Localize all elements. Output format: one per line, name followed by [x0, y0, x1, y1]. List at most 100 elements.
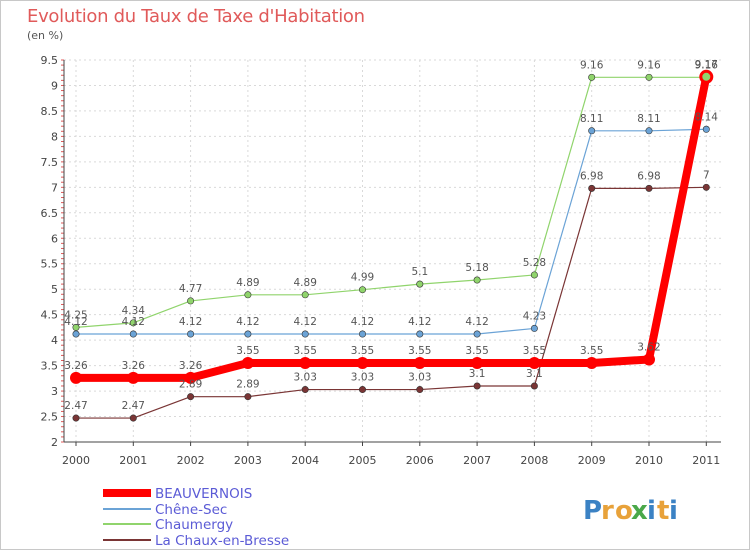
data-point	[645, 184, 653, 192]
y-tick-label: 9.5	[41, 54, 59, 67]
data-label: 3.03	[408, 372, 431, 384]
chart-title: Evolution du Taux de Taxe d'Habitation	[27, 6, 365, 27]
data-label: 3.26	[179, 360, 203, 372]
data-label: 4.77	[179, 283, 202, 295]
legend-label: La Chaux-en-Bresse	[155, 533, 289, 549]
y-tick-label: 7.5	[41, 156, 59, 169]
y-tick-label: 2	[51, 436, 58, 449]
y-tick-label: 8	[51, 130, 58, 143]
data-point	[241, 357, 254, 370]
data-point	[72, 323, 80, 331]
data-point	[358, 386, 366, 394]
data-point	[187, 330, 195, 338]
data-point	[471, 357, 484, 370]
data-point	[416, 386, 424, 394]
y-tick-label: 7	[51, 181, 58, 194]
data-label: 2.47	[122, 400, 145, 412]
y-tick-label: 8.5	[41, 105, 59, 118]
axes: 2 2.5 3 3.5 4 4.5 5 5.5 6 6.5 7 7.5 8 8.5 9 9.5 2000 2001…	[41, 54, 721, 467]
data-point	[244, 291, 252, 299]
data-label: 3.26	[64, 360, 88, 372]
data-point	[70, 371, 82, 384]
data-label: 4.12	[236, 316, 259, 328]
logo-letter: P	[583, 496, 602, 526]
data-point	[530, 324, 538, 332]
data-point	[244, 330, 252, 338]
data-point	[356, 357, 369, 370]
data-label: 8.11	[580, 113, 603, 125]
y-tick-label: 5	[51, 283, 58, 296]
data-label: 3.03	[294, 372, 317, 384]
data-label: 8.14	[695, 111, 719, 123]
x-tick-label: 2001	[119, 454, 147, 467]
logo-letter: o	[615, 496, 633, 526]
data-point-highlight	[699, 69, 714, 84]
x-tick-label: 2000	[62, 454, 90, 467]
data-label: 9.16	[580, 59, 604, 71]
proxiti-logo: Pr ox i t i	[583, 496, 678, 526]
data-point	[585, 357, 598, 370]
data-label: 9.16	[695, 59, 719, 71]
data-label: 5.28	[523, 257, 546, 269]
data-point	[184, 371, 197, 384]
data-label: 2.89	[236, 379, 259, 391]
data-label: 3.55	[408, 345, 431, 357]
data-label: 5.18	[465, 262, 488, 274]
data-label: 3.55	[351, 345, 374, 357]
y-tick-label: 9	[51, 79, 58, 92]
y-tick-label: 4	[51, 334, 58, 347]
data-point	[645, 73, 653, 81]
data-point	[588, 127, 596, 135]
chart-unit-label: (en %)	[27, 29, 64, 42]
y-tick-label: 4.5	[41, 309, 59, 322]
data-label: 4.23	[523, 310, 546, 322]
data-label: 4.12	[408, 316, 431, 328]
data-label: 4.12	[64, 316, 87, 328]
data-point	[301, 386, 309, 394]
x-tick-label: 2002	[177, 454, 205, 467]
data-labels: 3.26 3.26 3.26 3.55 3.55 3.55 3.55 3.55 3.55 3.55…	[64, 59, 718, 412]
data-point	[129, 330, 137, 338]
data-point	[413, 357, 426, 370]
x-tick-label: 2009	[578, 454, 606, 467]
data-label: 4.12	[122, 316, 145, 328]
data-label: 6.98	[637, 170, 660, 182]
data-point	[588, 73, 596, 81]
data-label: 3.1	[526, 368, 543, 380]
plot-area	[64, 60, 721, 442]
data-label: 4.99	[351, 272, 374, 284]
y-tick-label: 2.5	[41, 411, 59, 424]
data-label: 3.26	[122, 360, 146, 372]
data-point	[301, 330, 309, 338]
data-label: 2.47	[64, 400, 87, 412]
x-tick-label: 2005	[349, 454, 377, 467]
data-point	[129, 319, 137, 327]
data-label: 4.25	[64, 309, 87, 321]
x-tick-label: 2003	[234, 454, 262, 467]
data-label: 4.12	[351, 316, 374, 328]
data-label: 4.34	[122, 305, 146, 317]
data-point	[187, 297, 195, 305]
data-label: 3.55	[465, 345, 488, 357]
data-label: 3.55	[523, 345, 546, 357]
legend-label: Chaumergy	[155, 517, 233, 533]
data-point	[645, 127, 653, 135]
data-point	[301, 291, 309, 299]
data-point	[588, 184, 596, 192]
data-point	[643, 353, 655, 366]
data-point	[244, 393, 252, 401]
series-line-1	[75, 128, 707, 335]
data-label: 5.1	[411, 266, 428, 278]
x-tick-label: 2006	[406, 454, 434, 467]
data-label: 3.55	[294, 345, 317, 357]
data-label: 2.89	[179, 379, 202, 391]
data-point	[129, 414, 137, 422]
data-label: 7	[703, 169, 710, 181]
series-group	[70, 69, 714, 422]
data-label: 4.12	[179, 316, 202, 328]
x-tick-label: 2011	[692, 454, 720, 467]
data-point	[702, 125, 710, 133]
data-label: 4.12	[294, 316, 317, 328]
